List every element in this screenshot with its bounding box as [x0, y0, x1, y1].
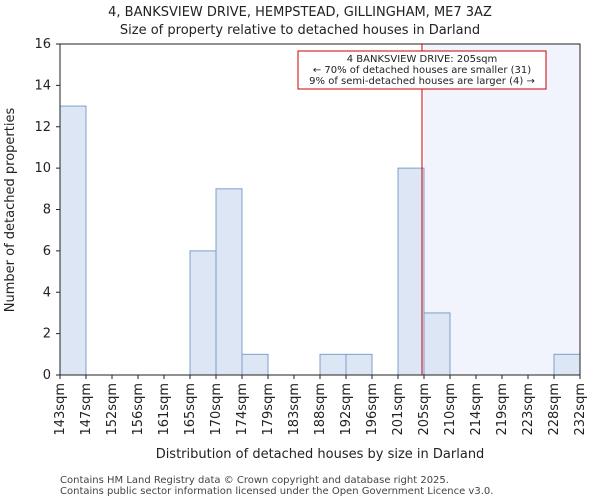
plot-area: 0 2 4 6 8 10 12 14 16 143sqm 147sqm 152sqm 156sqm 161…	[34, 37, 588, 436]
x-tick-label-232sqm: 232sqm	[573, 383, 588, 436]
x-tick-label-210sqm: 210sqm	[443, 383, 458, 436]
x-tick-label-188sqm: 188sqm	[313, 383, 328, 436]
y-tick-label-8: 8	[43, 203, 51, 218]
x-tick-label-179sqm: 179sqm	[261, 383, 276, 436]
x-tick-label-219sqm: 219sqm	[495, 383, 510, 436]
footer-line-2: Contains public sector information licen…	[60, 486, 493, 497]
x-tick-label-152sqm: 152sqm	[105, 383, 120, 436]
x-tick-label-205sqm: 205sqm	[417, 383, 432, 436]
annotation-line-3: 9% of semi-detached houses are larger (4…	[309, 76, 535, 87]
x-tick-label-161sqm: 161sqm	[157, 383, 172, 436]
footer-line-1: Contains HM Land Registry data © Crown c…	[60, 475, 449, 486]
x-tick-label-143sqm: 143sqm	[53, 383, 68, 436]
x-tick-label-165sqm: 165sqm	[183, 383, 198, 436]
x-tick-label-201sqm: 201sqm	[391, 383, 406, 436]
x-tick-label-196sqm: 196sqm	[365, 383, 380, 436]
x-tick-label-156sqm: 156sqm	[131, 383, 146, 436]
chart-subtitle: Size of property relative to detached ho…	[120, 23, 480, 38]
x-tick-label-223sqm: 223sqm	[521, 383, 536, 436]
bar-188sqm	[319, 353, 347, 376]
chart-title: 4, BANKSVIEW DRIVE, HEMPSTEAD, GILLINGHA…	[108, 5, 492, 20]
bar-205sqm	[423, 312, 451, 376]
y-tick-label-4: 4	[43, 285, 51, 300]
x-tick-label-147sqm: 147sqm	[79, 383, 94, 436]
annotation-box	[297, 50, 547, 90]
bar-170sqm	[215, 188, 243, 376]
y-tick-label-16: 16	[34, 37, 51, 52]
y-axis-label: Number of detached properties	[3, 108, 18, 313]
y-tick-label-2: 2	[43, 327, 51, 342]
bar-165sqm	[189, 250, 217, 376]
x-tick-label-183sqm: 183sqm	[287, 383, 302, 436]
x-tick-label-228sqm: 228sqm	[547, 383, 562, 436]
y-tick-label-6: 6	[43, 244, 51, 259]
x-axis-label: Distribution of detached houses by size …	[156, 447, 485, 462]
bar-192sqm	[345, 353, 373, 376]
y-tick-label-14: 14	[34, 78, 51, 93]
annotation-line-2: ← 70% of detached houses are smaller (31…	[313, 65, 531, 76]
bar-174sqm	[241, 353, 269, 376]
annotation-line-1: 4 BANKSVIEW DRIVE: 205sqm	[347, 54, 498, 65]
x-tick-label-174sqm: 174sqm	[235, 383, 250, 436]
x-tick-label-214sqm: 214sqm	[469, 383, 484, 436]
y-tick-label-0: 0	[43, 368, 51, 383]
y-tick-label-10: 10	[34, 161, 51, 176]
bar-143sqm	[59, 105, 87, 376]
bar-228sqm	[553, 353, 581, 376]
x-tick-label-170sqm: 170sqm	[209, 383, 224, 436]
x-tick-label-192sqm: 192sqm	[339, 383, 354, 436]
y-tick-label-12: 12	[34, 120, 51, 135]
bar-201sqm	[397, 167, 425, 376]
